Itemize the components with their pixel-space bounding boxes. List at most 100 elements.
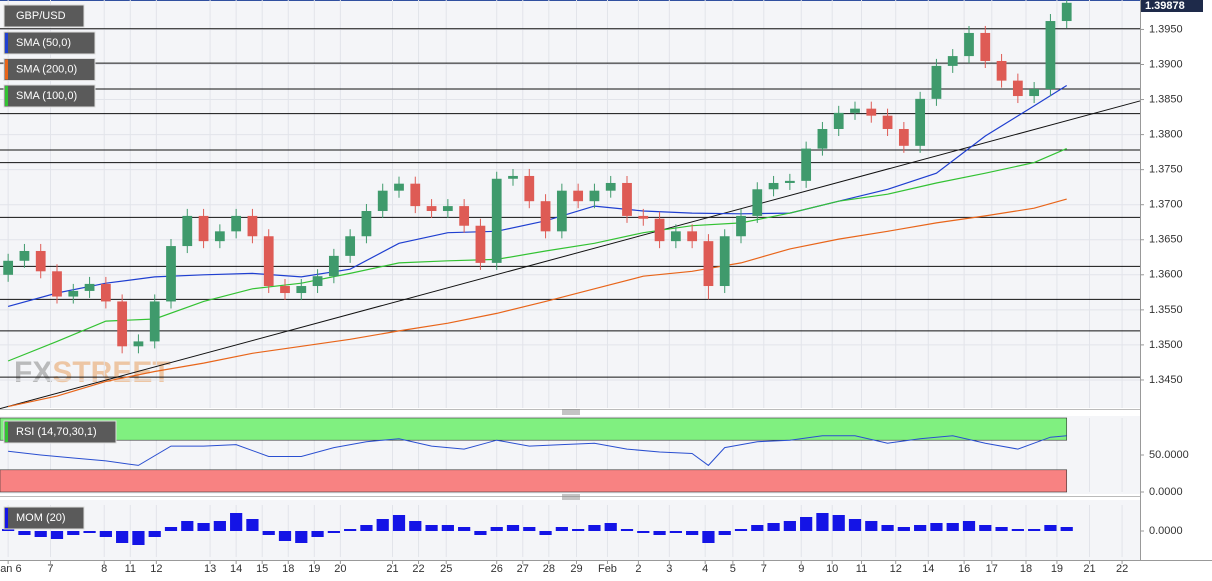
mom-bar	[979, 525, 992, 531]
trend-line	[0, 100, 1141, 410]
mom-bar	[832, 515, 845, 531]
legend-label: GBP/USD	[16, 10, 66, 22]
y-tick-label: 0.0000	[1149, 486, 1183, 498]
candle-body	[149, 301, 160, 342]
candle-body	[475, 225, 486, 263]
legend-item: SMA (200,0)	[3, 58, 96, 81]
legend-item: MOM (20)	[3, 506, 85, 530]
legend-item: RSI (14,70,30,1)	[3, 420, 117, 444]
x-tick-label: 20	[334, 563, 346, 575]
candle-body	[35, 250, 46, 272]
x-tick-label: 7	[47, 563, 53, 575]
y-tick-label: 1.3650	[1149, 234, 1183, 246]
candle-body	[296, 286, 307, 294]
x-tick-label: 7	[761, 563, 767, 575]
mom-bar	[555, 527, 568, 531]
candle-body	[687, 231, 698, 242]
mom-bar	[409, 521, 422, 531]
legend-box	[3, 4, 85, 28]
y-tick-label: 1.3600	[1149, 269, 1183, 281]
candle-body	[182, 215, 193, 247]
y-tick-label: 0.0000	[1149, 525, 1183, 537]
mom-bar	[816, 513, 829, 531]
candle-body	[166, 246, 176, 302]
candle-body	[589, 190, 600, 202]
mom-bar	[1060, 527, 1073, 531]
candle-body	[263, 236, 274, 287]
candle-body	[980, 32, 991, 61]
y-tick-label: 1.3800	[1149, 129, 1183, 141]
candle-body	[817, 128, 828, 149]
legend-label: RSI (14,70,30,1)	[16, 426, 97, 438]
x-tick-label: 10	[826, 563, 838, 575]
overbought-band	[0, 417, 1068, 441]
candle-body	[328, 255, 339, 277]
resize-grip[interactable]	[562, 409, 580, 415]
y-tick-label: 1.3450	[1149, 374, 1183, 386]
x-tick-label: 18	[282, 563, 294, 575]
legend-label: MOM (20)	[16, 512, 66, 524]
legend-item: SMA (100,0)	[3, 84, 96, 108]
candle-body	[214, 231, 225, 242]
y-tick-label: 1.3850	[1149, 93, 1183, 105]
x-tick-label: 25	[440, 563, 452, 575]
mom-bar	[360, 525, 373, 531]
x-tick-label: 26	[491, 563, 503, 575]
x-tick-label: 14	[230, 563, 242, 575]
candle-body	[442, 206, 453, 212]
resize-grip[interactable]	[562, 494, 580, 500]
mom-bar	[897, 527, 910, 531]
mom-bar	[99, 531, 112, 537]
candle-body	[1012, 80, 1023, 97]
y-tick-label: 1.3550	[1149, 304, 1183, 316]
watermark: FXSTREET	[14, 356, 171, 389]
mom-bar	[474, 531, 487, 535]
mom-bar	[392, 515, 406, 531]
mom-bar	[425, 525, 438, 531]
mom-bar	[914, 525, 927, 531]
candle-body	[100, 283, 111, 302]
candle-body	[3, 260, 14, 275]
legend-item: SMA (50,0)	[3, 31, 96, 55]
last-price-label: 1.39878	[1145, 0, 1185, 12]
x-tick-label: 29	[570, 563, 582, 575]
mom-bar	[881, 525, 894, 531]
last-price-box	[1141, 0, 1203, 12]
sma-line	[7, 148, 1067, 362]
y-tick-label: 1.3950	[1149, 23, 1183, 35]
legend-swatch	[5, 422, 8, 442]
legend-box	[3, 31, 96, 55]
candle-body	[1061, 2, 1072, 22]
candle-body	[1045, 21, 1056, 90]
mom-bar	[930, 523, 943, 531]
candle-body	[736, 215, 746, 237]
mom-bar	[311, 531, 324, 537]
candle-body	[996, 60, 1007, 81]
mom-bar	[441, 525, 454, 531]
candle-body	[866, 108, 877, 116]
mom-bar	[783, 521, 796, 531]
x-tick-label: 3	[666, 563, 672, 575]
candle-body	[524, 175, 535, 202]
candle-body	[573, 190, 584, 202]
mom-bar	[18, 531, 31, 535]
y-tick-label: 50.0000	[1149, 449, 1189, 461]
y-tick-label: 1.3700	[1149, 199, 1183, 211]
mom-bar	[490, 527, 503, 531]
watermark-fx: FX	[14, 356, 52, 389]
candle-body	[459, 206, 470, 226]
y-tick-label: 1.3900	[1149, 58, 1183, 70]
legend-swatch	[5, 86, 8, 106]
mom-bar	[620, 529, 634, 531]
x-tick-label: 16	[958, 563, 970, 575]
candle-body	[654, 218, 665, 242]
candle-body	[198, 215, 209, 242]
x-tick-label: 4	[702, 563, 708, 575]
x-tick-label: Jan 6	[0, 563, 22, 575]
mom-bar	[506, 525, 520, 531]
x-tick-label: 21	[1083, 563, 1095, 575]
mom-bar	[164, 527, 178, 531]
mom-bar	[702, 531, 715, 543]
legend-box	[3, 84, 96, 108]
mom-bar	[2, 529, 15, 531]
